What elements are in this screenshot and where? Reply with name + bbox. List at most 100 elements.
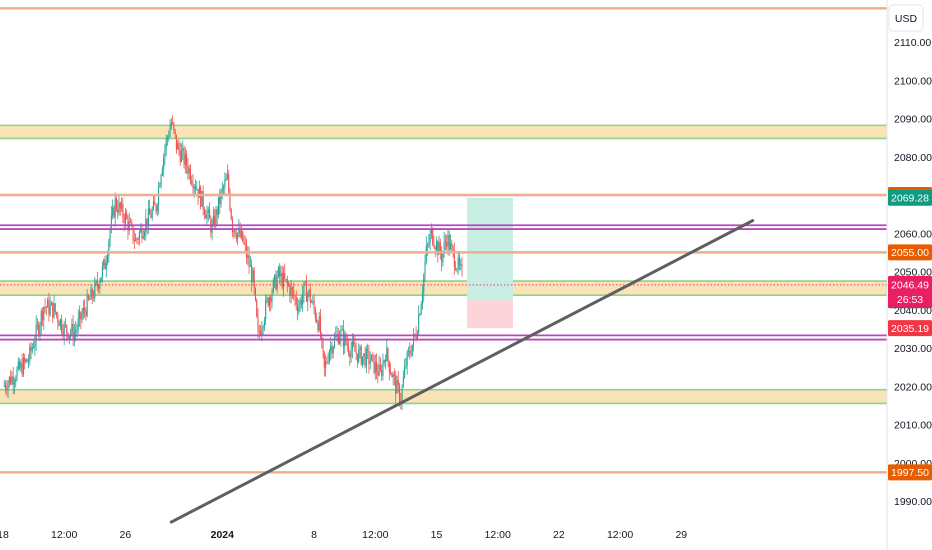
candle-body [151,209,153,218]
candle-body [174,129,176,135]
price-tick-label: 2060.00 [894,228,932,240]
candle-body [433,244,435,248]
level-price-tag-text: 2055.00 [891,247,929,259]
candle [458,250,460,271]
candle-body [160,175,162,186]
candle-body [405,365,407,367]
candle-body [39,325,41,335]
price-tick-label: 2080.00 [894,152,932,164]
candle [30,342,32,360]
candle-body [136,238,138,240]
candle-body [435,241,438,250]
candle [229,188,231,212]
candle [345,331,347,346]
candle-body [29,346,31,362]
candle [318,311,320,333]
candle [286,275,288,293]
candle [17,357,19,372]
candle-body [207,209,209,213]
candle-body [282,272,285,288]
candle-body [356,353,358,362]
candle [350,341,352,363]
candle-body [107,255,109,263]
candle-body [353,341,355,346]
position-tool[interactable] [467,197,513,329]
candle-body [267,298,269,306]
candle-body [172,122,174,124]
candle-body [391,373,393,378]
candle [16,366,18,382]
candle-body [381,370,383,376]
candle-body [458,257,460,265]
candle [47,297,49,308]
stop-zone[interactable] [467,300,513,329]
trend-line[interactable] [169,219,755,524]
candle [383,359,385,367]
candle-body [284,272,286,280]
candle-body [47,299,49,308]
candle-body [449,243,452,250]
candle-body [45,307,47,309]
candle-body [221,187,223,191]
profit-zone[interactable] [467,197,513,301]
candle-body [225,178,227,181]
candle [177,140,179,150]
candle [101,261,103,283]
candle [295,290,297,311]
candle-body [309,289,311,303]
position-price-tag-box [888,320,932,337]
candle-body [345,334,347,344]
candle-body [439,242,441,254]
candle-body [112,207,114,216]
candle [325,354,327,377]
currency-badge[interactable]: USD [888,4,924,32]
candle [409,342,411,360]
candle [155,203,157,215]
candle [444,234,446,251]
candle-body [100,277,102,283]
currency-badge-box[interactable] [888,4,924,32]
candle-body [209,209,211,219]
candle [296,297,299,321]
candle-body [228,174,230,192]
candle-body [115,198,118,209]
time-axis[interactable]: 18 12:00 26 2024 8 12:00 15 12:00 22 12:00 29 [0,529,687,541]
candle [344,330,346,354]
candle-body [72,323,74,340]
candle-body [114,198,116,218]
candle [234,229,236,238]
candle-body [437,241,439,255]
candle-body [319,316,322,337]
candle [100,276,102,283]
candle [209,202,211,219]
candle [407,346,409,358]
price-tick-label: 2010.00 [894,420,932,432]
candle-body [300,299,302,305]
candle [35,315,37,351]
price-axis[interactable]: 1990.002000.002010.002020.002030.002040.… [886,0,932,550]
time-tick-label: 12:00 [51,529,77,541]
candle-body [457,257,459,270]
candle-body [347,345,350,353]
candle [5,380,7,394]
candle-body [38,324,40,335]
trend-layer[interactable] [169,219,755,524]
candle [419,312,421,317]
candle-body [98,285,100,289]
candle-body [303,282,305,296]
candle-body [387,348,389,362]
candle [216,206,218,225]
candle-body [113,207,115,218]
candle-body [305,282,307,302]
candle-body [80,311,82,320]
candle [365,345,367,374]
candle-body [164,148,166,157]
candle [377,363,379,383]
candle-body [258,329,260,333]
candle [31,343,33,354]
candle-body [239,228,241,238]
candle [420,301,422,315]
candle [311,299,313,304]
candle-body [143,232,146,237]
